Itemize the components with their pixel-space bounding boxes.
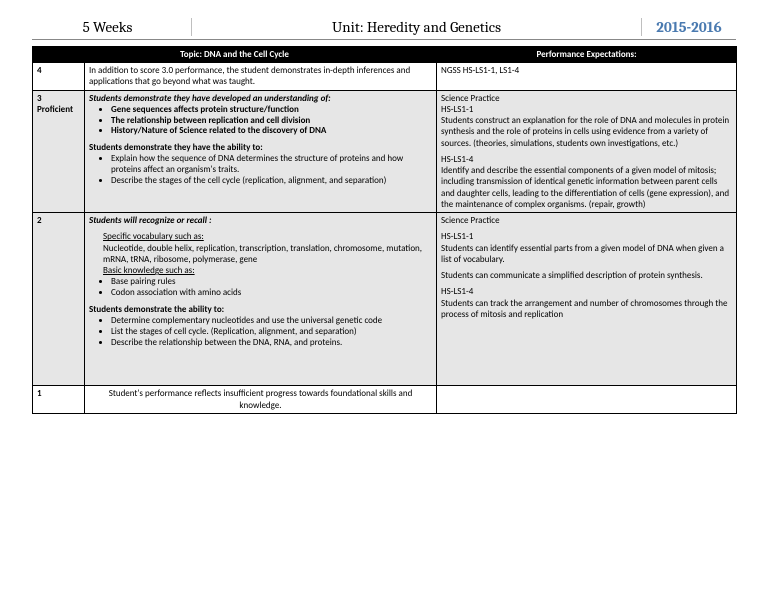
standard-code: HS-LS1-1 <box>441 231 732 242</box>
list-item: Codon association with amino acids <box>111 288 432 299</box>
list-item: History/Nature of Science related to the… <box>111 126 432 137</box>
lead-text: Students demonstrate they have developed… <box>89 93 432 104</box>
page-header: 5 Weeks Unit: Heredity and Genetics 2015… <box>32 18 736 40</box>
table-row: 1 Student's performance reflects insuffi… <box>33 386 737 414</box>
bullet-list: Explain how the sequence of DNA determin… <box>89 154 432 186</box>
header-duration: 5 Weeks <box>32 18 192 36</box>
expect-cell: Science Practice HS-LS1-1 Students const… <box>437 90 737 213</box>
level-cell: 2 <box>33 213 85 386</box>
level-cell: 1 <box>33 386 85 414</box>
standard-code: HS-LS1-4 <box>441 286 732 297</box>
list-item: Gene sequences affects protein structure… <box>111 105 432 116</box>
standard-text: Students can track the arrangement and n… <box>441 298 732 321</box>
desc-cell: Students demonstrate they have developed… <box>85 90 437 213</box>
lead-text: Students demonstrate they have the abili… <box>89 142 432 153</box>
bullet-list: Determine complementary nucleotides and … <box>89 316 432 348</box>
standard-text: Students can identify essential parts fr… <box>441 243 732 266</box>
header-unit-title: Unit: Heredity and Genetics <box>192 18 641 36</box>
lead-text: Students demonstrate the ability to: <box>89 304 432 315</box>
expect-cell <box>437 386 737 414</box>
desc-cell: Student's performance reflects insuffici… <box>85 386 437 414</box>
standard-code: HS-LS1-1 <box>441 104 732 115</box>
table-row: 3 Proficient Students demonstrate they h… <box>33 90 737 213</box>
level-cell: 3 Proficient <box>33 90 85 213</box>
list-item: Describe the stages of the cell cycle (r… <box>111 176 432 187</box>
desc-cell: Students will recognize or recall : Spec… <box>85 213 437 386</box>
col-topic: Topic: DNA and the Cell Cycle <box>33 47 437 63</box>
expect-cell: NGSS HS-LS1-1, LS1-4 <box>437 63 737 91</box>
sp-label: Science Practice <box>441 215 732 226</box>
list-item: Describe the relationship between the DN… <box>111 338 432 349</box>
level-number: 3 <box>37 93 80 104</box>
sp-label: Science Practice <box>441 93 732 104</box>
standard-code: HS-LS1-4 <box>441 154 732 165</box>
subhead: Specific vocabulary such as: <box>103 231 432 242</box>
level-label: Proficient <box>37 104 80 115</box>
table-header-row: Topic: DNA and the Cell Cycle Performanc… <box>33 47 737 63</box>
table-row: 2 Students will recognize or recall : Sp… <box>33 213 737 386</box>
list-item: Explain how the sequence of DNA determin… <box>111 154 432 176</box>
bullet-list: Gene sequences affects protein structure… <box>89 105 432 137</box>
standard-text: Students can communicate a simplified de… <box>441 270 732 281</box>
bullet-list: Base pairing rules Codon association wit… <box>89 277 432 299</box>
expect-cell: Science Practice HS-LS1-1 Students can i… <box>437 213 737 386</box>
desc-cell: In addition to score 3.0 performance, th… <box>85 63 437 91</box>
level-cell: 4 <box>33 63 85 91</box>
rubric-table: Topic: DNA and the Cell Cycle Performanc… <box>32 46 737 414</box>
standard-text: Students construct an explanation for th… <box>441 115 732 149</box>
header-year: 2015-2016 <box>641 18 736 36</box>
lead-text: Students will recognize or recall : <box>89 215 432 226</box>
col-expectations: Performance Expectations: <box>437 47 737 63</box>
subhead: Basic knowledge such as: <box>103 265 432 276</box>
vocab-text: Nucleotide, double helix, replication, t… <box>103 243 432 266</box>
table-row: 4 In addition to score 3.0 performance, … <box>33 63 737 91</box>
standard-text: Identify and describe the essential comp… <box>441 165 732 210</box>
